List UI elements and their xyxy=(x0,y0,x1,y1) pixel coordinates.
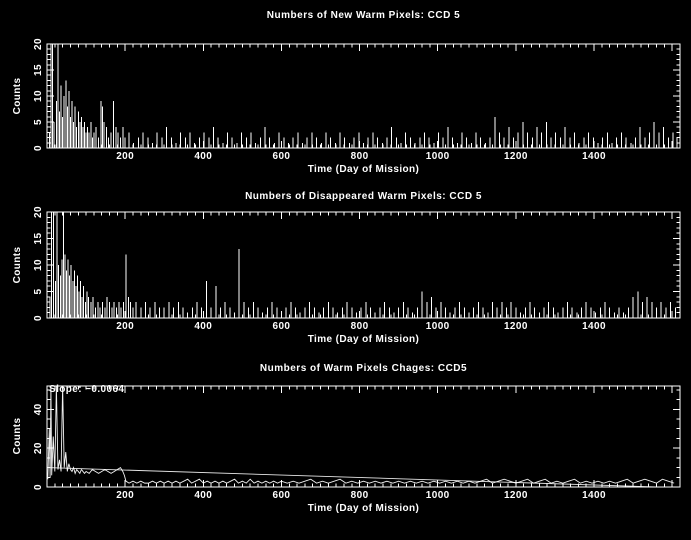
x-tick-label: 800 xyxy=(351,151,369,162)
panel-new-warm-pixels: Numbers of New Warm Pixels: CCD 5 Counts… xyxy=(12,10,681,175)
panel1-x-axis-label: Time (Day of Mission) xyxy=(308,164,420,175)
panel2-x-axis-label: Time (Day of Mission) xyxy=(308,334,420,345)
x-tick-label: 800 xyxy=(351,490,369,501)
panel1-title: Numbers of New Warm Pixels: CCD 5 xyxy=(267,10,460,21)
panel1-y-axis-label: Counts xyxy=(12,78,23,115)
y-tick-label: 20 xyxy=(33,38,44,50)
panel3-x-axis-label: Time (Day of Mission) xyxy=(308,503,420,514)
fit-line xyxy=(47,467,672,487)
panel3-title: Numbers of Warm Pixels Chages: CCD5 xyxy=(260,363,467,374)
panel1-plot-area: 200 400 600 800 1000 1200 1400 0 5 10 15 20 xyxy=(33,38,681,162)
y-tick-label: 0 xyxy=(33,145,44,151)
y-tick-label: 15 xyxy=(33,233,44,245)
y-tick-label: 20 xyxy=(33,442,44,454)
y-tick-label: 20 xyxy=(33,206,44,218)
y-tick-label: 15 xyxy=(33,64,44,76)
x-tick-label: 1400 xyxy=(582,490,606,501)
data-line xyxy=(47,386,675,484)
x-tick-label: 400 xyxy=(194,321,212,332)
panel-disappeared-warm-pixels: Numbers of Disappeared Warm Pixels: CCD … xyxy=(12,191,681,345)
axis-box xyxy=(46,43,681,149)
y-tick-label: 10 xyxy=(33,259,44,271)
panel2-y-axis-label: Counts xyxy=(12,247,23,284)
x-tick-label: 600 xyxy=(272,321,290,332)
panel-warm-pixel-changes: Numbers of Warm Pixels Chages: CCD5 Coun… xyxy=(12,363,681,514)
x-tick-label: 400 xyxy=(194,151,212,162)
x-tick-label: 1400 xyxy=(582,321,606,332)
x-tick-label: 1200 xyxy=(504,321,528,332)
x-tick-label: 600 xyxy=(272,151,290,162)
x-tick-label: 200 xyxy=(116,490,134,501)
x-tick-label: 200 xyxy=(116,321,134,332)
x-tick-label: 1000 xyxy=(426,321,450,332)
x-tick-label: 1200 xyxy=(504,151,528,162)
y-tick-label: 0 xyxy=(33,315,44,321)
y-tick-label: 10 xyxy=(33,90,44,102)
axis-box xyxy=(46,385,681,488)
panel2-plot-area: 200 400 600 800 1000 1200 1400 0 5 10 15 20 xyxy=(33,206,681,332)
y-tick-label: 5 xyxy=(33,288,44,294)
x-tick-label: 400 xyxy=(194,490,212,501)
panel2-title: Numbers of Disappeared Warm Pixels: CCD … xyxy=(245,191,482,202)
y-tick-label: 40 xyxy=(33,403,44,415)
x-tick-label: 200 xyxy=(116,151,134,162)
x-tick-label: 1200 xyxy=(504,490,528,501)
panel3-y-axis-label: Counts xyxy=(12,418,23,455)
x-tick-label: 1000 xyxy=(426,490,450,501)
panel3-plot-area: 200 400 600 800 1000 1200 1400 0 20 40 xyxy=(33,385,681,501)
axis-box xyxy=(46,211,681,319)
x-tick-label: 1000 xyxy=(426,151,450,162)
y-tick-label: 0 xyxy=(33,484,44,490)
x-tick-label: 1400 xyxy=(582,151,606,162)
x-tick-label: 600 xyxy=(272,490,290,501)
x-tick-label: 800 xyxy=(351,321,369,332)
y-tick-label: 5 xyxy=(33,119,44,125)
